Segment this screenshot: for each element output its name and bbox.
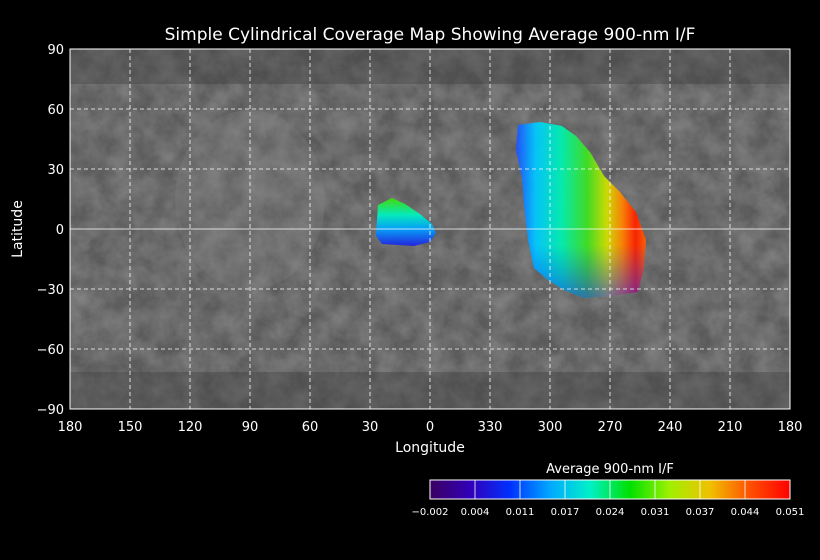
colorbar-tick-label: 0.017 bbox=[551, 507, 580, 518]
colorbar-tick-label: 0.024 bbox=[596, 507, 625, 518]
y-tick-label: 60 bbox=[47, 103, 64, 118]
y-axis-label: Latitude bbox=[10, 200, 26, 258]
colorbar-tick-label: 0.031 bbox=[641, 507, 670, 518]
x-axis-label: Longitude bbox=[395, 440, 465, 456]
colorbar-tick-label: 0.051 bbox=[776, 507, 805, 518]
graticule bbox=[70, 49, 790, 409]
colorbar-tick-labels: −0.002 0.004 0.011 0.017 0.024 0.031 0.037 0.04… bbox=[411, 507, 804, 518]
x-tick-label: 330 bbox=[478, 420, 503, 435]
x-tick-label: 150 bbox=[118, 420, 143, 435]
x-tick-label: 180 bbox=[58, 420, 83, 435]
x-tick-labels: 180 150 120 90 60 30 0 330 300 270 240 210 180 bbox=[58, 420, 803, 435]
x-tick-label: 90 bbox=[242, 420, 259, 435]
coverage-patch-east-shade bbox=[516, 122, 646, 298]
y-tick-label: −90 bbox=[37, 403, 64, 418]
x-tick-label: 300 bbox=[538, 420, 563, 435]
y-tick-label: −60 bbox=[37, 343, 64, 358]
y-tick-label: 30 bbox=[47, 163, 64, 178]
coverage-patch-west bbox=[376, 198, 436, 246]
colorbar-tick-label: −0.002 bbox=[411, 507, 448, 518]
y-tick-label: 90 bbox=[47, 43, 64, 58]
x-tick-label: 60 bbox=[302, 420, 319, 435]
colorbar-tick-label: 0.037 bbox=[686, 507, 715, 518]
colorbar-tick-label: 0.044 bbox=[731, 507, 760, 518]
colorbar-tick-label: 0.004 bbox=[461, 507, 490, 518]
colorbar bbox=[429, 479, 791, 500]
x-tick-label: 210 bbox=[718, 420, 743, 435]
plot-frame bbox=[69, 48, 791, 410]
x-tick-label: 240 bbox=[658, 420, 683, 435]
x-tick-label: 270 bbox=[598, 420, 623, 435]
y-tick-label: 0 bbox=[56, 223, 64, 238]
colorbar-tick-label: 0.011 bbox=[506, 507, 535, 518]
x-tick-label: 0 bbox=[426, 420, 434, 435]
colorbar-title: Average 900-nm I/F bbox=[546, 462, 674, 477]
y-tick-labels: 90 60 30 0 −30 −60 −90 bbox=[37, 43, 64, 418]
x-tick-label: 30 bbox=[362, 420, 379, 435]
y-tick-label: −30 bbox=[37, 283, 64, 298]
polar-band-south bbox=[70, 372, 790, 409]
x-tick-label: 120 bbox=[178, 420, 203, 435]
chart-title: Simple Cylindrical Coverage Map Showing … bbox=[165, 25, 696, 45]
x-tick-label: 180 bbox=[778, 420, 803, 435]
